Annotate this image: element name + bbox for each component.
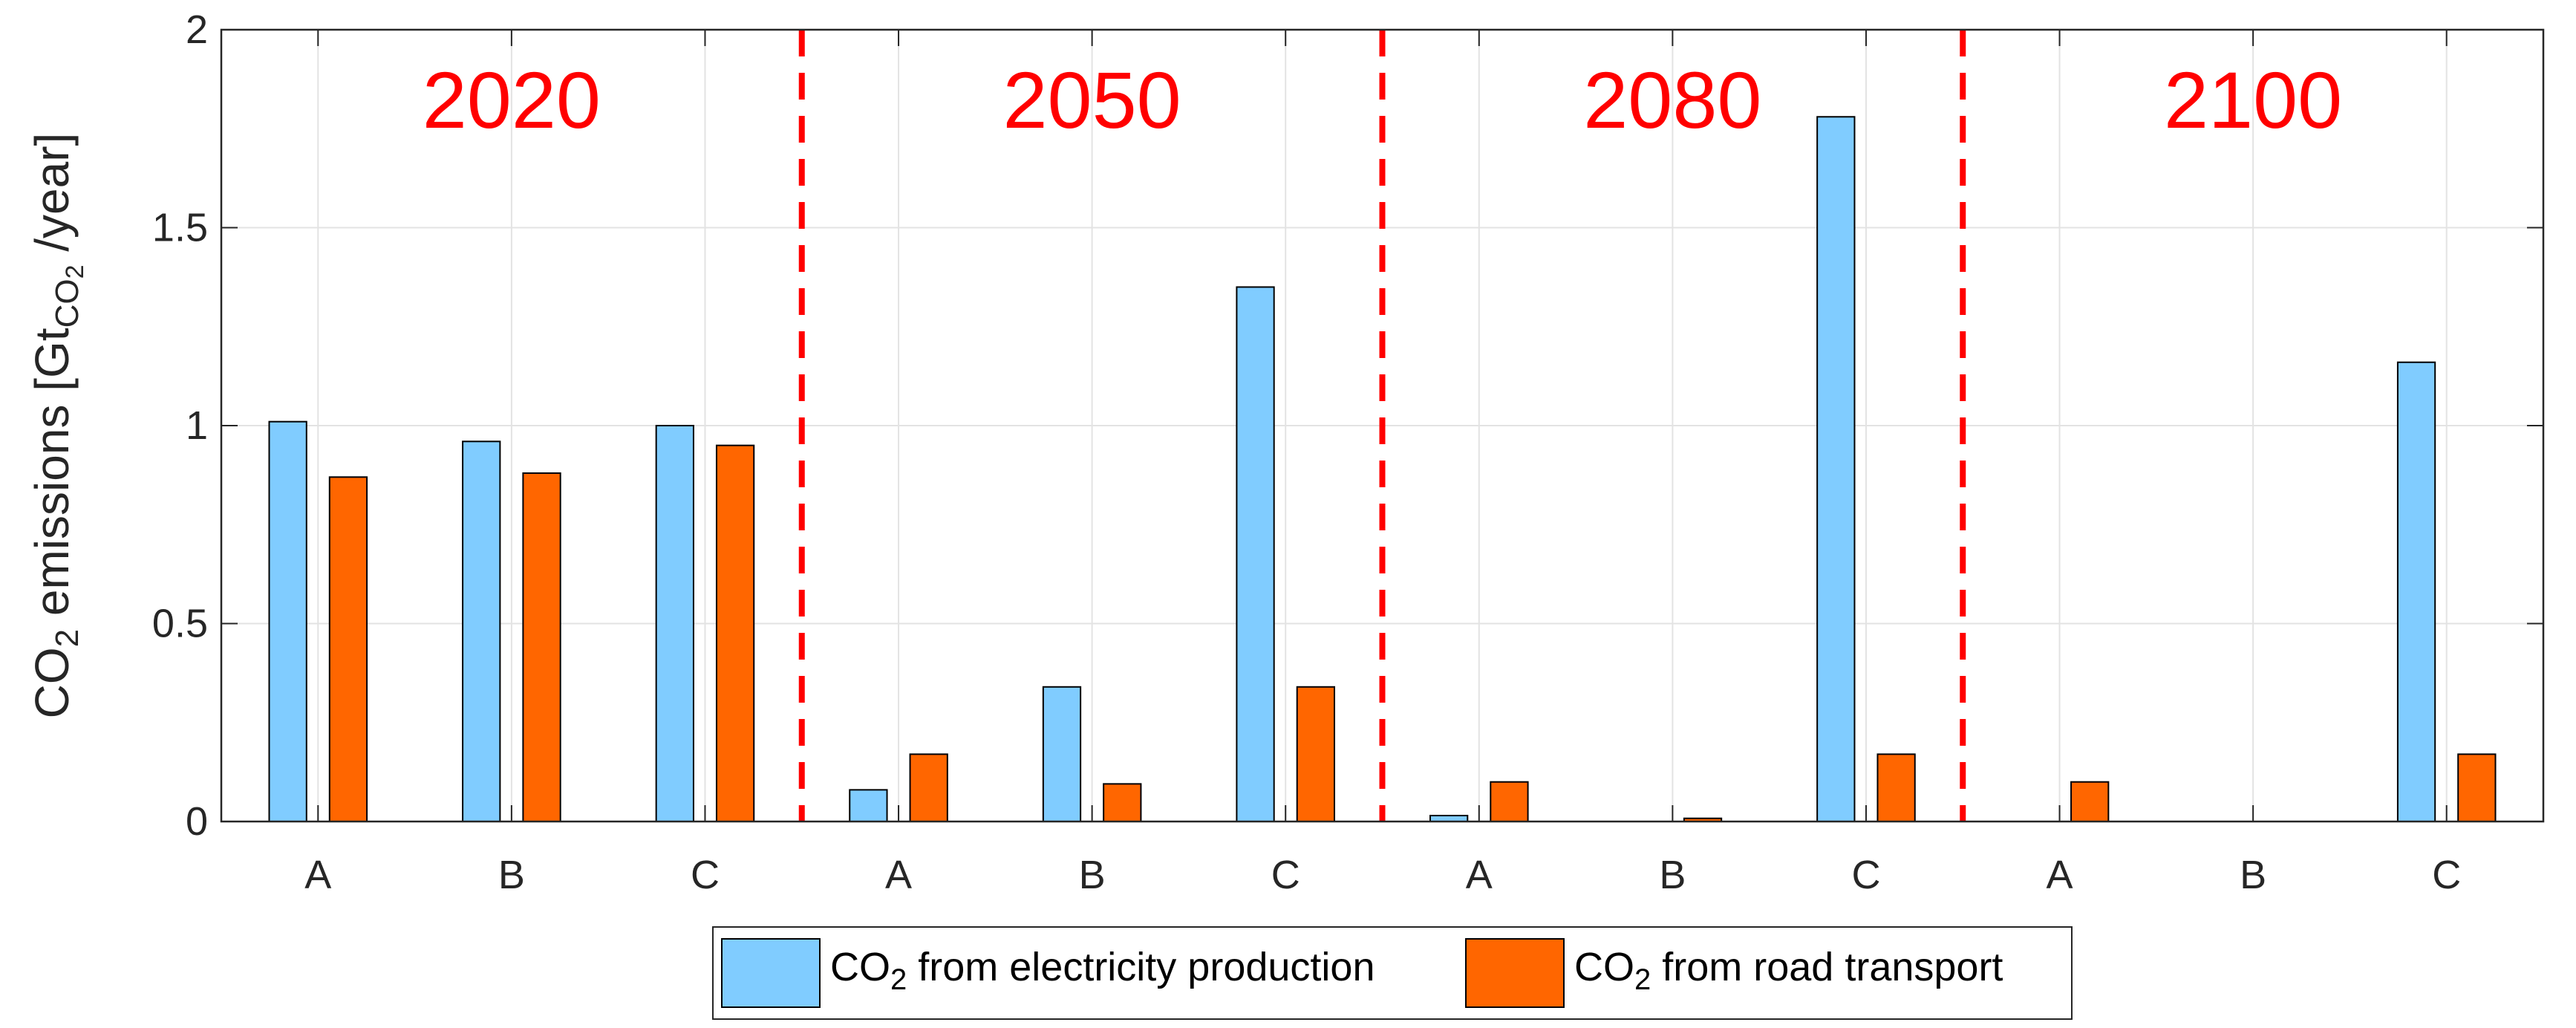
bar-electricity	[268, 420, 307, 822]
bar-electricity	[1816, 116, 1856, 822]
x-tick-label: B	[1659, 853, 1686, 897]
period-label: 2020	[423, 55, 601, 145]
y-tick-label: 0	[186, 799, 208, 844]
y-tick-label: 0.5	[152, 602, 208, 646]
legend-swatch-electricity	[721, 938, 821, 1008]
period-label: 2080	[1583, 55, 1761, 145]
legend-label-electricity: CO2 from electricity production	[830, 945, 1375, 996]
x-tick-label: A	[885, 853, 912, 897]
bar-electricity	[1042, 686, 1082, 823]
bar-road-transport	[2070, 781, 2110, 822]
legend-box	[712, 926, 2073, 1020]
bar-road-transport	[909, 753, 948, 823]
x-tick-label: B	[498, 853, 525, 897]
separator-layer	[798, 30, 1966, 822]
bar-road-transport	[2457, 753, 2497, 823]
bars-layer	[268, 116, 2497, 823]
legend-label-road-transport: CO2 from road transport	[1574, 945, 2003, 996]
bar-road-transport	[328, 476, 368, 822]
x-tick-label: B	[1079, 853, 1106, 897]
bar-road-transport	[1876, 753, 1916, 823]
axes-layer	[220, 28, 2545, 823]
bar-electricity	[462, 440, 501, 822]
y-tick-label: 2	[186, 7, 208, 52]
x-tick-label: A	[2047, 853, 2073, 897]
period-label: 2100	[2164, 55, 2342, 145]
period-label: 2050	[1002, 55, 1181, 145]
bar-electricity	[2396, 361, 2436, 823]
legend: CO2 from electricity production CO2 from …	[712, 926, 2073, 1020]
legend-swatch-road-transport	[1465, 938, 1565, 1008]
y-tick-label: 1.5	[152, 206, 208, 250]
bar-road-transport	[1490, 781, 1529, 822]
bar-road-transport	[522, 472, 561, 823]
bar-electricity	[1236, 286, 1275, 822]
bar-road-transport	[1296, 686, 1336, 823]
bar-electricity	[849, 789, 888, 822]
y-axis-label: CO2 emissions [GtCO2 /year]	[25, 133, 89, 719]
y-tick-label: 1	[186, 403, 208, 448]
bar-road-transport	[1103, 783, 1142, 822]
x-tick-label: B	[2240, 853, 2266, 897]
x-tick-label: C	[2432, 853, 2461, 897]
labels-layer: 0 0.5 1 1.5 2 A B C A B C A B C A B C 2020 2050 2080 2100 CO2…	[25, 7, 2461, 897]
x-tick-label: A	[1466, 853, 1493, 897]
x-tick-label: C	[1271, 853, 1300, 897]
x-tick-label: C	[691, 853, 720, 897]
axes-box	[220, 28, 2545, 823]
x-tick-label: C	[1851, 853, 1880, 897]
bar-electricity	[655, 425, 694, 822]
bar-road-transport	[715, 444, 755, 823]
x-tick-label: A	[304, 853, 331, 897]
